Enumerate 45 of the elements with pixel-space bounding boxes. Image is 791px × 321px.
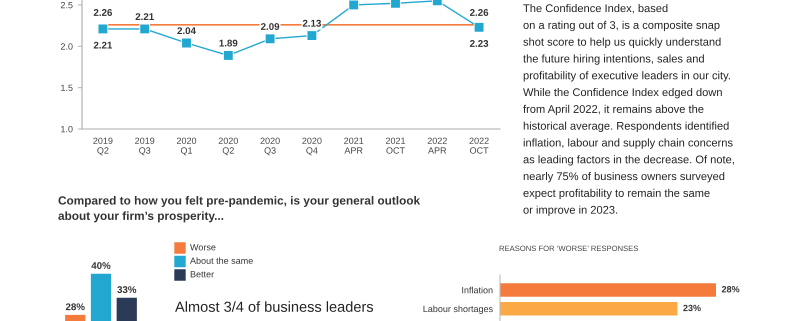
x-tick-label: 2021 APR: [344, 138, 364, 154]
y-tick-label: 1.0: [61, 126, 73, 132]
x-tick-label: 2021 OCT: [386, 138, 406, 154]
data-label: 33%: [117, 286, 136, 294]
legend-label: Better: [190, 271, 214, 278]
x-tick-label: 2019 Q3: [135, 138, 154, 156]
point: [98, 24, 108, 34]
x-tick-label: 2020 Q2: [218, 138, 238, 156]
data-label: 2.21: [136, 13, 154, 20]
point: [223, 50, 234, 61]
point: [474, 22, 484, 33]
data-label: 1.89: [219, 40, 238, 47]
point: [348, 0, 359, 10]
text: Almost 3/4 of business leaders: [175, 301, 374, 312]
x-tick-label: 2020 Q1: [176, 138, 196, 156]
point: [264, 34, 276, 44]
data-label: 23%: [683, 304, 701, 312]
x-tick-label: 2020 Q4: [302, 138, 322, 156]
x-tick-label: 2020 Q3: [260, 138, 280, 156]
data-label: 2.09: [260, 23, 280, 30]
y-tick-label: Inflation: [462, 286, 492, 294]
data-label: 40%: [91, 262, 110, 270]
text: Compared to how you felt pre-pandemic, is your general outlook about your firm’s prosperity...: [58, 196, 420, 222]
y-tick-label: 2.5: [60, 2, 73, 8]
text: The Confidence Index, based on a rating out of 3, is a composite snap shot score to help us quickly understand the future hiring intentions, sales and profitability of executive leaders in our city. While the Confidence Index edged down from April 2022, it remains above the historical average. Respondents identified inflation, labour and supply chain concerns as leading factors in the decrease. Of note, nearly 75% of business owners surveyed expect profitability to remain the same or improve in 2023.: [523, 4, 734, 216]
x-tick-label: 2022 APR: [428, 138, 447, 154]
point: [390, 0, 401, 9]
data-label: 2.21: [94, 42, 112, 48]
data-label: 2.13: [302, 20, 322, 27]
y-tick-label: 2.0: [60, 43, 73, 50]
legend-label: Worse: [190, 244, 216, 250]
y-tick-label: 1.5: [61, 84, 73, 92]
ref-line-label: 2.26: [94, 9, 112, 16]
data-label: 2.04: [177, 27, 196, 34]
text: 2.26: [470, 9, 488, 16]
x-tick-label: 2019 Q2: [93, 138, 113, 156]
point: [306, 30, 318, 41]
y-tick-label: Labour shortages: [424, 305, 493, 314]
legend-label: About the same: [190, 257, 253, 264]
point: [139, 24, 150, 34]
data-label: 28%: [722, 286, 740, 292]
data-label: 2.23: [470, 40, 488, 47]
x-tick-label: 2022 OCT: [470, 138, 489, 154]
data-label: 28%: [66, 303, 85, 310]
point: [181, 38, 192, 48]
